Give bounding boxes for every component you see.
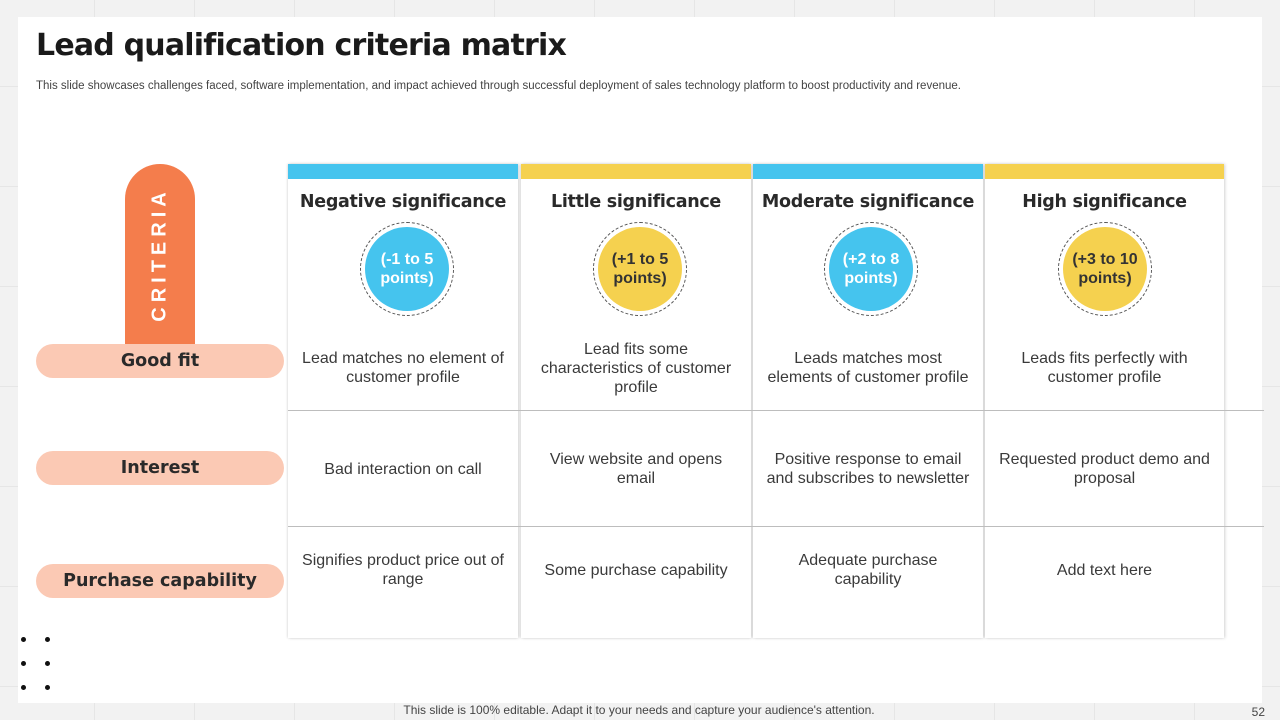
row-divider [288,410,1264,411]
criteria-pill [125,164,195,360]
column-color-bar [985,164,1224,179]
cell-good-fit: Leads matches most elements of customer … [767,350,969,386]
points-circle: (+1 to 5 points) [598,227,682,311]
cell-purchase-capability: Adequate purchase capability [798,552,938,588]
column-high-significance: High significance (+3 to 10 points) Lead… [985,164,1224,638]
column-title: High significance [1022,192,1187,212]
cell-interest: Requested product demo and proposal [999,451,1210,487]
cell-good-fit: Lead fits some characteristics of custom… [540,340,732,396]
column-moderate-significance: Moderate significance (+2 to 8 points) L… [753,164,983,638]
cell-interest: Bad interaction on call [324,460,482,478]
cell-interest: Positive response to email and subscribe… [766,451,970,487]
page-number: 52 [1251,705,1265,719]
page-subtitle: This slide showcases challenges faced, s… [36,80,961,92]
cell-purchase-capability: Some purchase capability [544,561,728,579]
cell-good-fit: Leads fits perfectly with customer profi… [1021,350,1188,386]
cell-good-fit: Lead matches no element of customer prof… [302,350,504,386]
column-little-significance: Little significance (+1 to 5 points) Lea… [521,164,751,638]
points-badge: (+1 to 5 points) [593,222,687,316]
points-circle: (-1 to 5 points) [365,227,449,311]
cell-purchase-capability: Signifies product price out of range [302,552,504,588]
points-badge: (+3 to 10 points) [1058,222,1152,316]
column-color-bar [288,164,518,179]
row-label-purchase-capability: Purchase capability [36,564,284,598]
points-circle: (+3 to 10 points) [1063,227,1147,311]
column-negative-significance: Negative significance (-1 to 5 points) L… [288,164,518,638]
points-circle: (+2 to 8 points) [829,227,913,311]
column-color-bar [753,164,983,179]
column-title: Negative significance [299,192,507,212]
row-label-good-fit: Good fit [36,344,284,378]
row-divider [288,526,1264,527]
criteria-label: CRITERIA [148,186,171,322]
column-title: Little significance [550,192,722,212]
points-badge: (-1 to 5 points) [360,222,454,316]
footer-note: This slide is 100% editable. Adapt it to… [403,703,875,717]
decorative-dots [18,632,58,694]
row-label-interest: Interest [36,451,284,485]
points-badge: (+2 to 8 points) [824,222,918,316]
page-title: Lead qualification criteria matrix [36,28,567,63]
column-color-bar [521,164,751,179]
cell-interest: View website and opens email [549,451,723,487]
column-title: Moderate significance [761,192,975,212]
cell-purchase-capability: Add text here [1056,561,1153,579]
